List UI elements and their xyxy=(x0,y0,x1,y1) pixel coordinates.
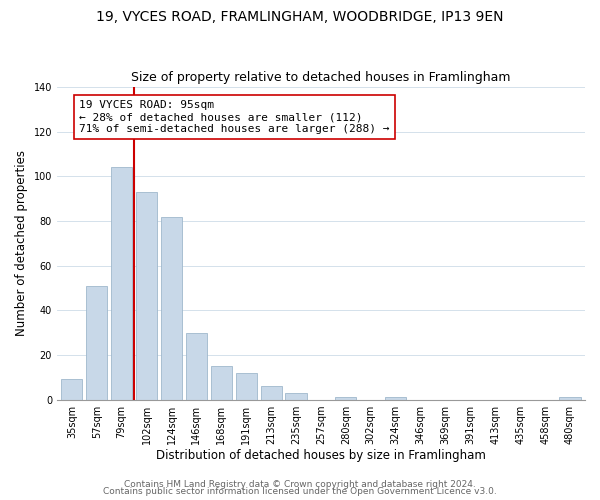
Text: 19, VYCES ROAD, FRAMLINGHAM, WOODBRIDGE, IP13 9EN: 19, VYCES ROAD, FRAMLINGHAM, WOODBRIDGE,… xyxy=(96,10,504,24)
Bar xyxy=(61,380,82,400)
Bar xyxy=(161,216,182,400)
Title: Size of property relative to detached houses in Framlingham: Size of property relative to detached ho… xyxy=(131,72,511,85)
Y-axis label: Number of detached properties: Number of detached properties xyxy=(15,150,28,336)
Bar xyxy=(211,366,232,400)
Text: 19 VYCES ROAD: 95sqm
← 28% of detached houses are smaller (112)
71% of semi-deta: 19 VYCES ROAD: 95sqm ← 28% of detached h… xyxy=(79,100,390,134)
Bar xyxy=(559,398,581,400)
Bar xyxy=(286,393,307,400)
Bar xyxy=(236,373,257,400)
Bar xyxy=(186,332,207,400)
Bar xyxy=(86,286,107,400)
Bar xyxy=(260,386,282,400)
Text: Contains public sector information licensed under the Open Government Licence v3: Contains public sector information licen… xyxy=(103,487,497,496)
X-axis label: Distribution of detached houses by size in Framlingham: Distribution of detached houses by size … xyxy=(156,450,486,462)
Bar xyxy=(385,398,406,400)
Bar xyxy=(335,398,356,400)
Text: Contains HM Land Registry data © Crown copyright and database right 2024.: Contains HM Land Registry data © Crown c… xyxy=(124,480,476,489)
Bar xyxy=(111,168,132,400)
Bar xyxy=(136,192,157,400)
